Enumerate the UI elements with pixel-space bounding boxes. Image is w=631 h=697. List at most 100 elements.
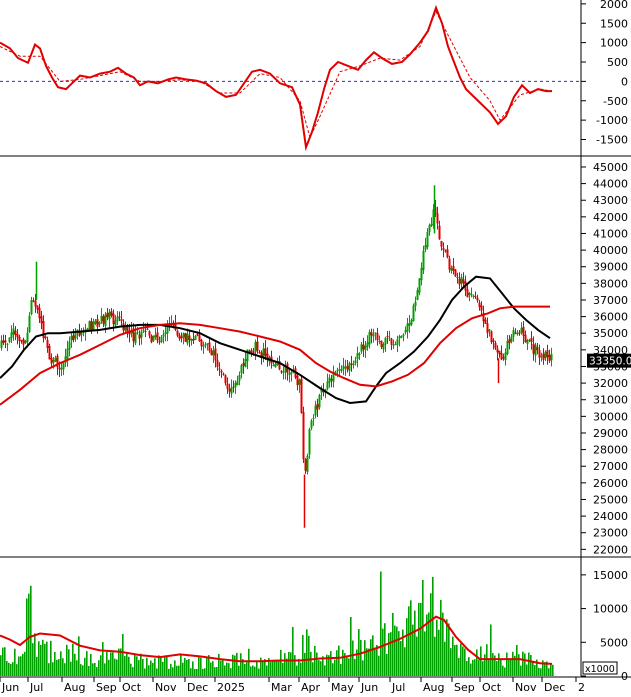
y-tick-label: 31000	[593, 394, 628, 407]
candle-body	[328, 377, 331, 383]
candle-body	[360, 344, 363, 352]
volume-bar	[240, 653, 242, 676]
volume-bar	[28, 593, 30, 676]
volume-bar	[530, 655, 532, 676]
volume-bar	[140, 653, 142, 676]
candle-body	[46, 339, 49, 349]
volume-bar	[462, 646, 464, 676]
volume-bar	[210, 662, 212, 676]
candle-body	[310, 420, 313, 429]
volume-bar	[232, 654, 234, 676]
y-tick-label: 45000	[593, 161, 628, 174]
volume-bar	[274, 659, 276, 676]
volume-bar	[172, 667, 174, 676]
volume-bar	[254, 666, 256, 676]
volume-bar	[344, 653, 346, 676]
candle-body	[440, 240, 443, 247]
candle-body	[192, 338, 195, 341]
candle-body	[184, 333, 187, 342]
candle-body	[162, 334, 165, 337]
candle-body	[148, 331, 151, 336]
candle-body	[0, 340, 3, 349]
volume-bar	[36, 656, 38, 676]
volume-bar	[256, 661, 258, 676]
volume-bar	[238, 665, 240, 676]
volume-bar	[428, 612, 430, 676]
candle-body	[186, 333, 189, 344]
volume-bar	[412, 624, 414, 676]
candle-body	[204, 344, 207, 346]
candle-body	[442, 248, 445, 251]
candle-body	[280, 370, 283, 373]
volume-bar	[398, 631, 400, 676]
volume-bar	[440, 599, 442, 676]
volume-bar	[136, 656, 138, 676]
candle-body	[134, 332, 137, 344]
candle-body	[460, 277, 463, 284]
candle-body	[530, 338, 533, 342]
volume-bar	[378, 655, 380, 676]
volume-bar	[434, 636, 436, 676]
candle-body	[144, 330, 147, 332]
last-price-box	[587, 353, 631, 368]
volume-bar	[64, 663, 66, 676]
volume-bar	[66, 644, 68, 676]
candle-body	[348, 362, 351, 371]
volume-bar	[182, 662, 184, 676]
candle-body	[126, 326, 129, 334]
volume-bar	[184, 657, 186, 676]
volume-bar	[546, 661, 548, 676]
volume-bar	[508, 659, 510, 676]
volume-bar	[26, 598, 28, 676]
volume-bar	[264, 659, 266, 676]
candle-body	[160, 336, 163, 342]
candle-body	[150, 335, 153, 343]
volume-ma-line	[0, 615, 553, 665]
candle-body	[340, 369, 343, 371]
volume-bar	[366, 648, 368, 676]
volume-bar	[202, 668, 204, 676]
candle-body	[386, 335, 389, 337]
volume-bar	[214, 667, 216, 676]
x-tick-label: Jul	[391, 681, 405, 693]
volume-bar	[134, 653, 136, 676]
candle-body	[42, 321, 45, 339]
volume-bar	[470, 663, 472, 676]
volume-bar	[70, 661, 72, 676]
volume-bar	[52, 662, 54, 676]
volume-bar	[76, 660, 78, 676]
candle-body	[12, 328, 15, 335]
volume-bar	[544, 662, 546, 676]
volume-bar	[46, 641, 48, 676]
candle-body	[240, 365, 243, 374]
volume-bar	[252, 665, 254, 676]
candle-body	[216, 360, 219, 367]
volume-bar	[220, 660, 222, 676]
volume-bar	[0, 655, 2, 676]
candle-body	[396, 339, 399, 345]
volume-bar	[310, 651, 312, 676]
candle-body	[524, 334, 527, 343]
candle-body	[536, 347, 539, 351]
volume-bar	[458, 658, 460, 676]
last-price-label: 33350.00	[589, 356, 631, 368]
volume-bar	[454, 644, 456, 676]
volume-bar	[520, 665, 522, 676]
volume-bar	[438, 629, 440, 676]
volume-bar	[130, 663, 132, 676]
volume-bar	[174, 660, 176, 676]
volume-bar	[230, 668, 232, 676]
x-tick-label: 2025	[217, 681, 245, 693]
candle-body	[156, 332, 159, 341]
candle-body	[110, 311, 113, 316]
volume-bar	[478, 659, 480, 676]
volume-bar	[206, 658, 208, 676]
volume-bar	[404, 647, 406, 676]
candle-body	[36, 305, 39, 310]
candle-body	[26, 332, 29, 342]
candle-body	[282, 371, 285, 373]
volume-bar	[268, 658, 270, 676]
volume-bar	[236, 652, 238, 676]
candle-body	[92, 321, 95, 332]
candle-body	[430, 223, 433, 227]
